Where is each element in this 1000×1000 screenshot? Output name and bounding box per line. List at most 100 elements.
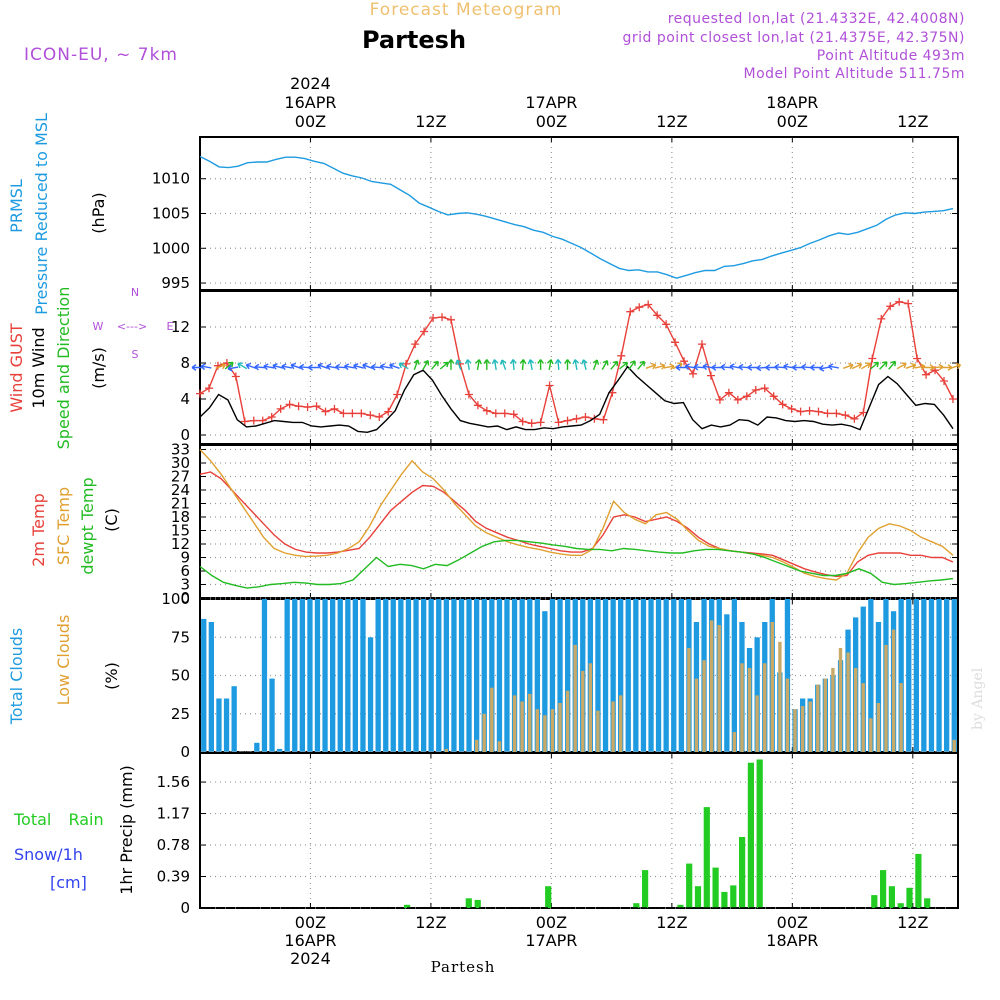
bar-total-clouds (284, 599, 290, 752)
bar-total-rain (756, 759, 763, 908)
bar-low-clouds (816, 684, 820, 752)
bar-total-clouds (504, 599, 510, 752)
compass-south: S (132, 348, 139, 361)
bar-low-clouds (565, 690, 570, 752)
bar-total-clouds (542, 611, 548, 752)
bar-low-clouds (755, 695, 759, 752)
bar-low-clouds (869, 718, 873, 752)
bar-total-clouds (936, 599, 942, 752)
bar-total-clouds (201, 618, 207, 752)
wind-direction-arrow (645, 362, 657, 370)
bar-total-clouds (534, 599, 540, 752)
wind-direction-arrow (353, 363, 364, 370)
gust-marker (877, 314, 886, 323)
gust-marker (733, 395, 742, 404)
wind-direction-arrow (619, 361, 629, 370)
y-tick-label: 27 (171, 468, 190, 486)
wind-direction-arrow (914, 363, 926, 371)
gust-marker (922, 370, 931, 379)
wind-direction-arrow (491, 359, 499, 371)
bar-total-clouds (875, 622, 882, 752)
bar-total-clouds (860, 606, 866, 752)
y-tick-label: 24 (171, 481, 190, 499)
location-title: Partesh (362, 26, 466, 54)
wind-direction-arrow (317, 362, 329, 370)
top-tick-label: 12Z (415, 112, 446, 131)
bar-low-clouds (770, 622, 774, 752)
wind-direction-arrow (711, 364, 723, 371)
bar-total-clouds (398, 599, 404, 752)
top-tick-label: 12Z (897, 112, 928, 131)
bar-low-clouds (899, 683, 903, 752)
wind-direction-arrow (870, 361, 880, 370)
side-label: PRMSL (7, 179, 26, 233)
gust-marker (339, 409, 348, 418)
bar-total-clouds (906, 599, 912, 752)
bar-low-clouds (535, 709, 539, 752)
gust-marker (940, 377, 949, 385)
gust-marker (527, 419, 536, 428)
wind-direction-arrow (344, 363, 355, 371)
y-tick-label: 12 (171, 318, 190, 336)
bar-low-clouds (854, 667, 858, 752)
bar-total-clouds (436, 599, 442, 752)
bar-low-clouds (475, 739, 479, 752)
bar-low-clouds (709, 620, 714, 752)
bar-low-clouds (482, 713, 486, 753)
wind-direction-arrow (860, 362, 871, 370)
snow-legend: Snow/1h (14, 845, 83, 864)
y-tick-label: 4 (180, 390, 190, 408)
side-label: Pressure Reduced to MSL (32, 113, 51, 315)
y-tick-label: 8 (180, 354, 190, 372)
bar-total-rain (871, 895, 878, 908)
wind-direction-arrow (950, 362, 962, 370)
bar-total-rain (545, 886, 552, 908)
wind-direction-arrow (720, 363, 732, 371)
bar-total-clouds (784, 599, 791, 752)
bar-low-clouds (694, 678, 699, 752)
point-altitude: Point Altitude 493m (817, 48, 965, 64)
requested-coords: requested lon,lat (21.4332E, 42.4008N) (668, 11, 965, 27)
wind-direction-arrow (272, 363, 284, 370)
gust-marker (348, 409, 357, 418)
bar-low-clouds (793, 709, 797, 752)
gust-marker (697, 340, 706, 349)
wind-panel: 0 4 8 12 (171, 290, 962, 445)
bottom-tick-label: 00Z (536, 913, 567, 932)
y-tick-label: 1.56 (157, 773, 190, 791)
series-line-sfc-temp (199, 449, 954, 581)
bar-total-clouds (458, 599, 465, 752)
snow-unit: [cm] (50, 873, 87, 892)
bar-total-clouds (314, 599, 321, 752)
bar-total-rain (888, 886, 895, 908)
bar-total-clouds (261, 599, 268, 752)
wind-direction-arrow (245, 362, 257, 370)
bar-total-clouds (352, 599, 358, 752)
bar-total-clouds (367, 637, 374, 753)
gust-marker (429, 314, 438, 322)
gust-marker (294, 402, 303, 411)
bar-low-clouds (619, 695, 623, 752)
gust-marker (482, 406, 491, 415)
gust-marker (213, 361, 222, 370)
gust-marker (814, 407, 823, 416)
y-tick-label: 0 (180, 589, 190, 607)
top-tick-label: 12Z (656, 112, 687, 131)
grid-point-coords: grid point closest lon,lat (21.4375E, 42… (622, 30, 965, 46)
bar-total-clouds (549, 599, 556, 752)
bar-low-clouds (687, 648, 691, 752)
footer-location: Partesh (431, 958, 496, 976)
bar-total-rain (677, 904, 684, 908)
gust-marker (715, 395, 724, 404)
bar-total-clouds (944, 599, 950, 752)
bar-low-clouds (520, 701, 524, 752)
gust-marker (662, 320, 671, 329)
gust-marker (240, 417, 249, 426)
bar-low-clouds (800, 706, 805, 752)
wind-direction-arrow (509, 359, 517, 370)
side-labels: PRMSL Pressure Reduced to MSL (hPa) Wind GU… (7, 113, 174, 895)
top-tick-label: 2024 (290, 74, 331, 93)
bar-total-clouds (565, 599, 571, 752)
y-tick-label: 0.78 (157, 836, 190, 854)
bar-total-clouds (610, 599, 616, 752)
